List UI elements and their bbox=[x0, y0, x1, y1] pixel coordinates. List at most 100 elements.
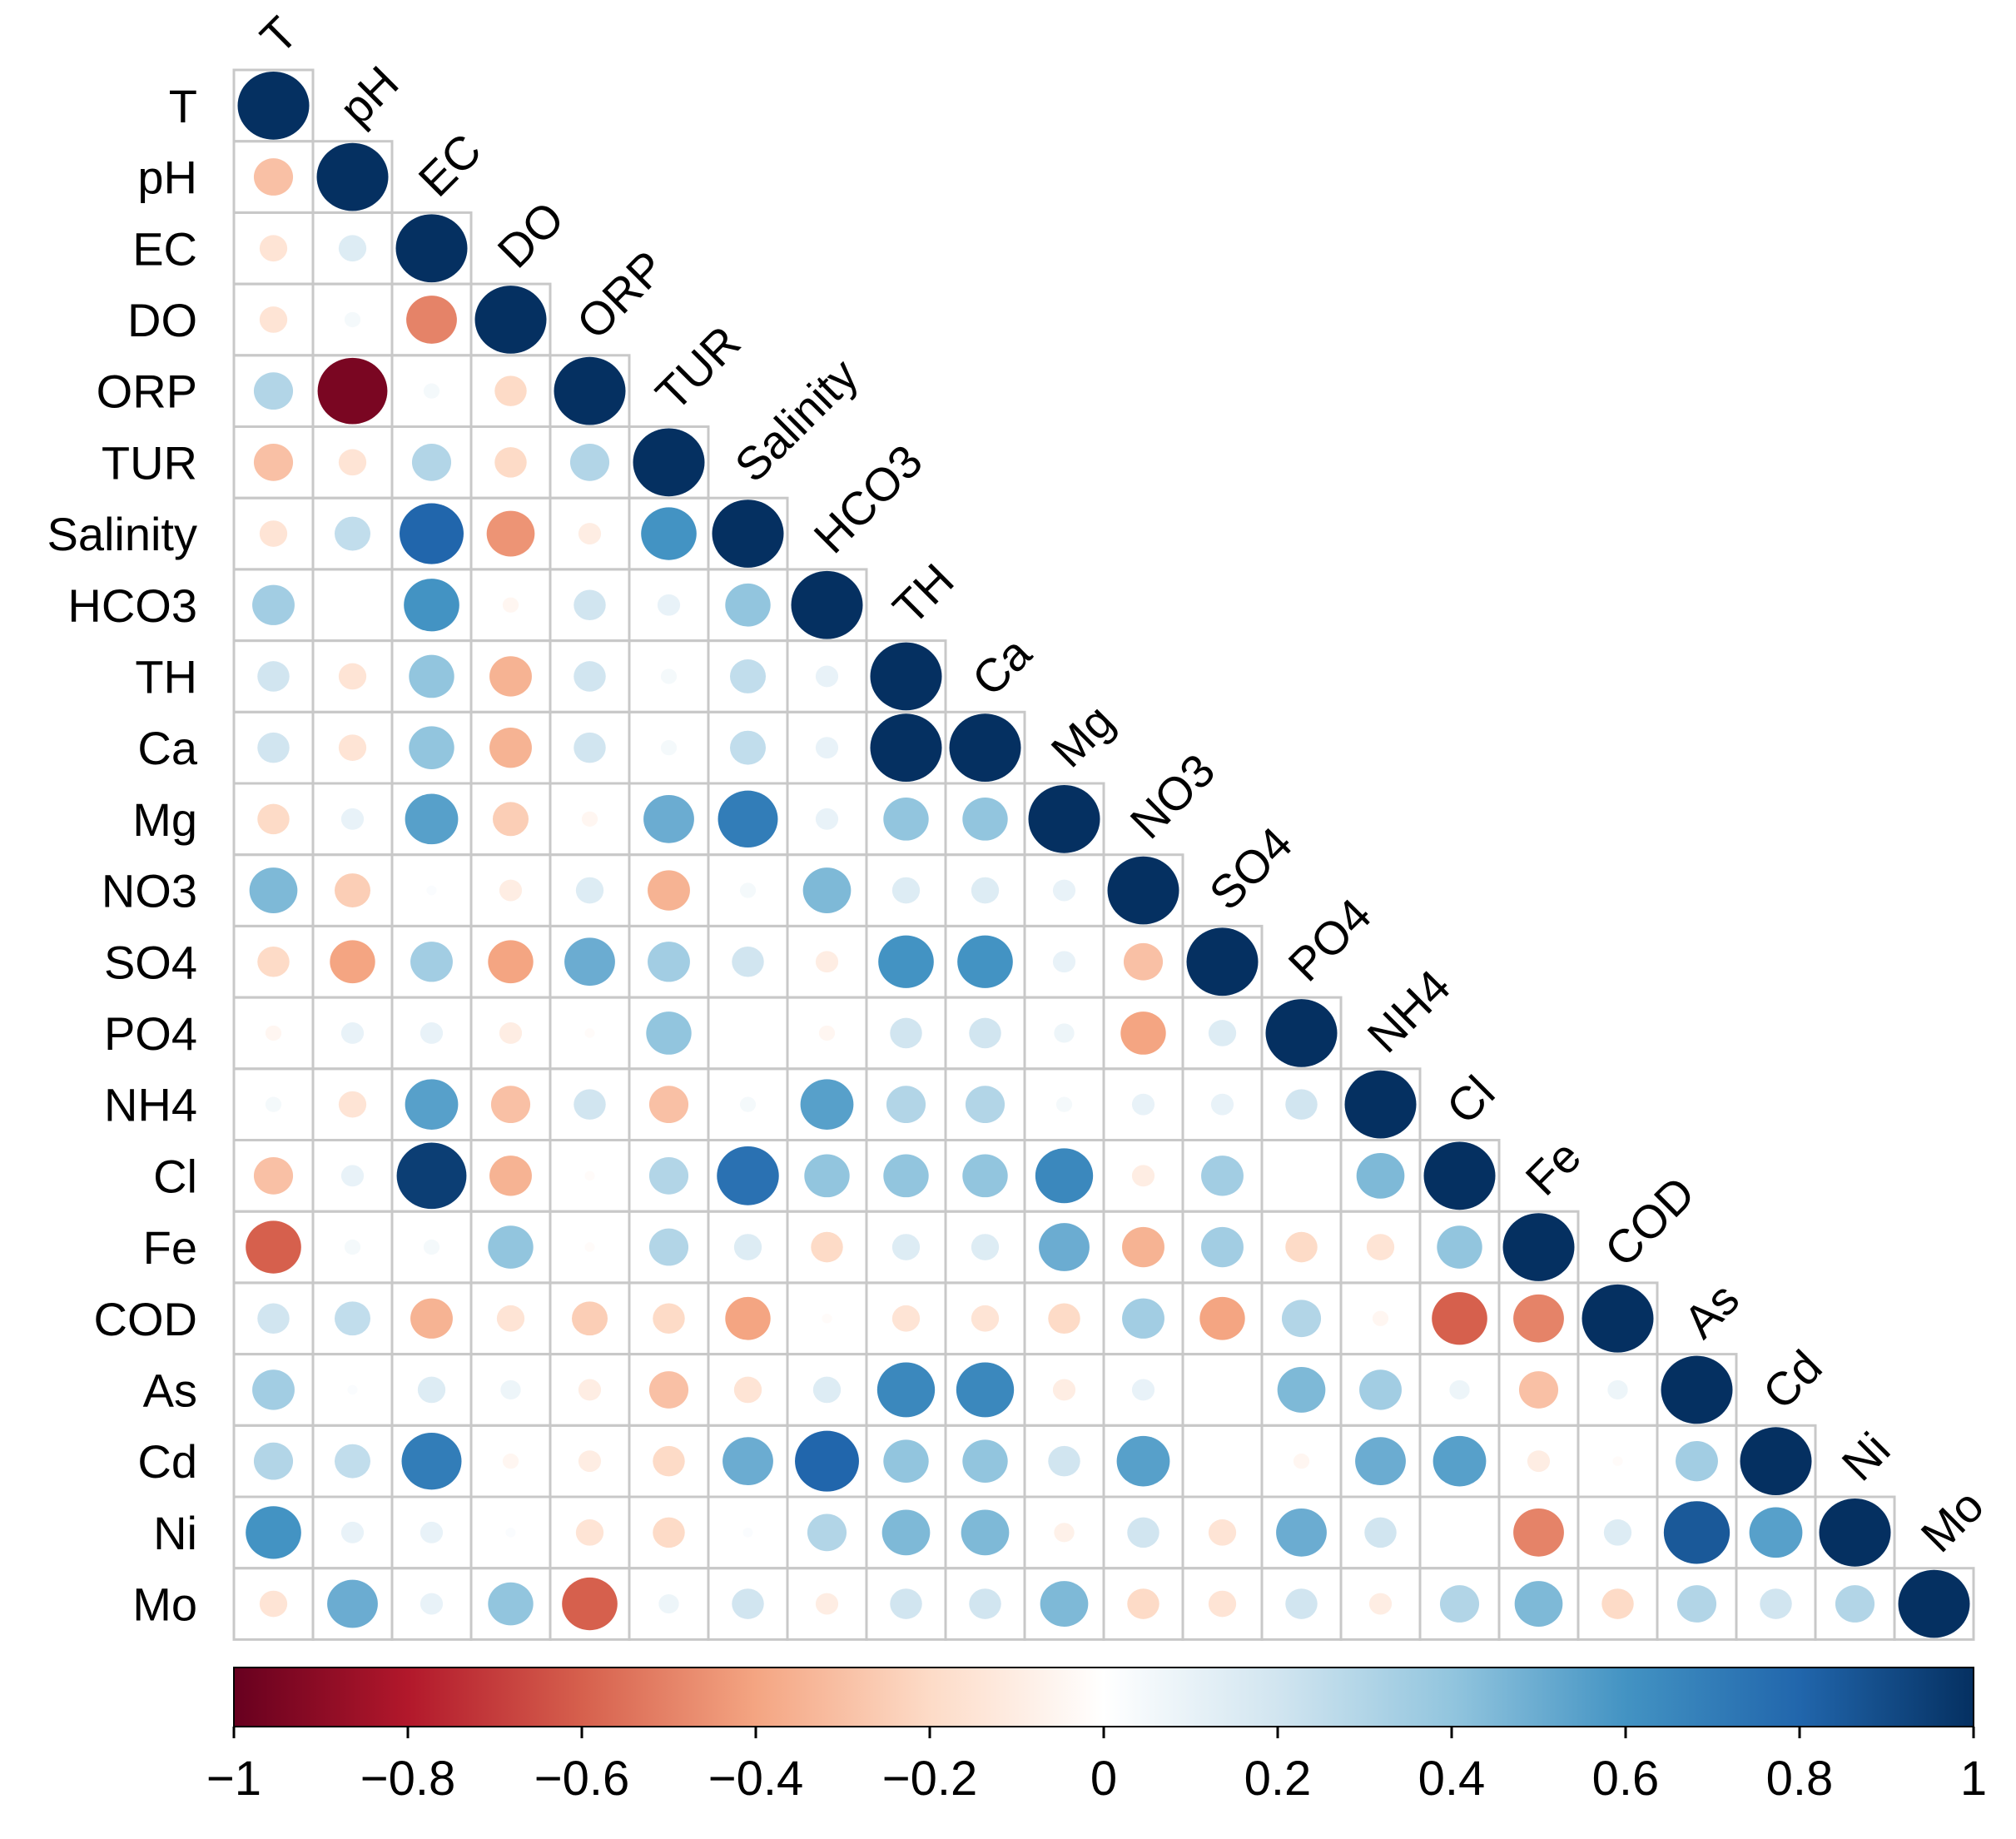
circle-Fe-Salinity bbox=[733, 1234, 762, 1260]
col-label-TUR: TUR bbox=[645, 316, 750, 420]
row-label-Ca: Ca bbox=[137, 722, 197, 774]
circle-Cl-Salinity bbox=[717, 1146, 779, 1205]
row-label-Fe: Fe bbox=[143, 1221, 197, 1274]
circle-HCO3-T bbox=[252, 584, 295, 625]
circle-PO4-T bbox=[265, 1025, 282, 1041]
circle-NO3-HCO3 bbox=[802, 867, 852, 913]
circle-NH4-Ca bbox=[965, 1086, 1006, 1124]
circle-COD-T bbox=[257, 1303, 290, 1335]
circle-TH-DO bbox=[489, 656, 532, 697]
circle-NO3-Ca bbox=[971, 877, 1000, 904]
col-label-As: As bbox=[1673, 1272, 1749, 1348]
circle-Ni-COD bbox=[1603, 1519, 1632, 1546]
circle-NH4-HCO3 bbox=[800, 1079, 854, 1130]
circle-HCO3-HCO3 bbox=[791, 570, 863, 639]
col-label-Salinity: Salinity bbox=[724, 348, 867, 491]
circle-ORP-EC bbox=[423, 383, 440, 399]
circle-As-Cl bbox=[1449, 1379, 1470, 1400]
circle-Ca-T bbox=[257, 732, 290, 763]
circle-Salinity-EC bbox=[400, 503, 464, 564]
circle-Cl-Mg bbox=[1035, 1148, 1094, 1204]
cell-Cl-PO4 bbox=[1260, 1139, 1343, 1213]
circle-Ni-DO bbox=[505, 1528, 516, 1538]
circle-Cd-PO4 bbox=[1293, 1454, 1310, 1469]
circle-Ni-Cd bbox=[1749, 1507, 1803, 1558]
circle-PO4-HCO3 bbox=[818, 1025, 836, 1041]
circle-Cd-pH bbox=[335, 1444, 370, 1479]
circle-NH4-Salinity bbox=[739, 1096, 757, 1112]
circle-TH-pH bbox=[338, 663, 367, 690]
circle-Mg-pH bbox=[340, 808, 365, 830]
circle-Mg-T bbox=[257, 803, 290, 835]
circle-As-pH bbox=[347, 1384, 358, 1395]
circle-NH4-pH bbox=[338, 1091, 367, 1118]
circle-COD-Mg bbox=[1048, 1303, 1080, 1335]
circle-Ca-ORP bbox=[574, 732, 606, 763]
circle-ORP-pH bbox=[317, 357, 388, 425]
circle-Ni-Ca bbox=[961, 1509, 1010, 1556]
circle-As-Ca bbox=[956, 1362, 1015, 1418]
circle-COD-PO4 bbox=[1281, 1300, 1322, 1338]
circle-NH4-PO4 bbox=[1285, 1089, 1318, 1120]
circle-SO4-pH bbox=[330, 940, 375, 984]
circle-Ni-T bbox=[246, 1506, 301, 1559]
cell-Cd-SO4 bbox=[1181, 1424, 1264, 1499]
row-label-ORP: ORP bbox=[97, 365, 197, 418]
circle-Cd-Ca bbox=[962, 1439, 1008, 1483]
circle-Fe-Mg bbox=[1039, 1223, 1090, 1271]
circle-Cd-Fe bbox=[1527, 1450, 1551, 1473]
circle-Cd-Salinity bbox=[722, 1437, 773, 1486]
row-label-SO4: SO4 bbox=[104, 936, 197, 988]
circle-PO4-EC bbox=[420, 1022, 444, 1044]
cell-HCO3-pH bbox=[311, 568, 394, 643]
circle-TH-Salinity bbox=[730, 659, 766, 693]
circle-Mo-Mo bbox=[1898, 1569, 1970, 1638]
circle-Mo-Cd bbox=[1760, 1588, 1792, 1619]
row-label-Mo: Mo bbox=[132, 1578, 197, 1631]
circle-Cl-TH bbox=[883, 1154, 929, 1198]
circle-HCO3-EC bbox=[404, 579, 459, 632]
circle-COD-HCO3 bbox=[822, 1313, 832, 1324]
circle-Salinity-DO bbox=[486, 510, 535, 557]
circle-SO4-Mg bbox=[1052, 951, 1076, 973]
circle-Mo-TUR bbox=[658, 1593, 679, 1614]
circle-NH4-SO4 bbox=[1210, 1093, 1234, 1116]
circle-Ni-pH bbox=[340, 1521, 365, 1543]
circle-EC-EC bbox=[395, 214, 468, 283]
circle-Mg-DO bbox=[493, 802, 529, 837]
circle-SO4-Ca bbox=[957, 935, 1013, 988]
circle-As-HCO3 bbox=[812, 1376, 842, 1404]
circle-Ca-pH bbox=[338, 734, 367, 761]
circle-NH4-T bbox=[265, 1096, 282, 1112]
col-label-Mg: Mg bbox=[1040, 694, 1124, 778]
circle-Cl-EC bbox=[396, 1142, 467, 1210]
circle-Ni-TH bbox=[881, 1509, 931, 1556]
circle-As-T bbox=[252, 1369, 295, 1410]
circle-Mo-Cl bbox=[1439, 1585, 1480, 1623]
col-label-Mo: Mo bbox=[1910, 1479, 1994, 1563]
circle-DO-T bbox=[259, 306, 288, 333]
circle-Mo-Mg bbox=[1040, 1581, 1089, 1627]
circle-ORP-T bbox=[253, 372, 294, 410]
circle-As-Mg bbox=[1052, 1379, 1076, 1401]
circle-pH-T bbox=[253, 158, 294, 196]
circle-NH4-Mg bbox=[1055, 1096, 1073, 1112]
col-label-NO3: NO3 bbox=[1120, 743, 1224, 848]
col-label-DO: DO bbox=[487, 191, 574, 278]
circle-Fe-T bbox=[246, 1220, 301, 1274]
circle-Mg-ORP bbox=[581, 811, 598, 827]
circle-T-T bbox=[237, 72, 310, 140]
circle-Fe-SO4 bbox=[1201, 1226, 1244, 1268]
circle-SO4-TUR bbox=[648, 942, 690, 982]
circle-Cl-DO bbox=[489, 1156, 532, 1196]
circle-Fe-TH bbox=[891, 1234, 921, 1260]
circle-Fe-NO3 bbox=[1122, 1226, 1164, 1268]
circle-Fe-pH bbox=[344, 1239, 361, 1255]
col-label-HCO3: HCO3 bbox=[803, 435, 932, 564]
circle-Ca-DO bbox=[489, 727, 532, 768]
circle-PO4-pH bbox=[340, 1022, 365, 1044]
circle-Cd-EC bbox=[401, 1432, 462, 1490]
circle-NO3-ORP bbox=[575, 877, 604, 904]
circle-Cl-SO4 bbox=[1201, 1156, 1244, 1196]
circle-Ni-PO4 bbox=[1276, 1508, 1327, 1557]
